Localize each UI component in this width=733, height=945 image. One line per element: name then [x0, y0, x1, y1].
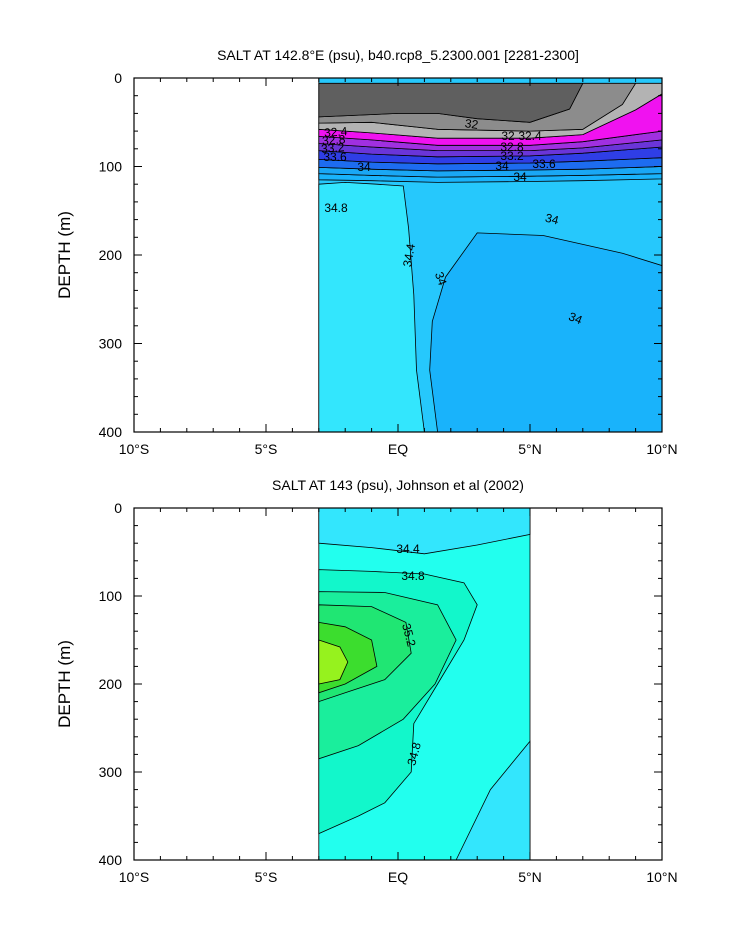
contour-label: 34 [544, 211, 561, 228]
panel-title: SALT AT 143 (psu), Johnson et al (2002) [272, 477, 524, 493]
contour-label: 35.2 [399, 622, 419, 648]
y-tick-label: 200 [99, 247, 123, 263]
x-tick-label: 5°S [255, 441, 278, 457]
x-tick-label: EQ [388, 441, 408, 457]
axes: 10°S 5°S EQ 5°N 10°N 0 100 200 300 400 [99, 500, 678, 885]
contour-label: 34.8 [401, 569, 425, 583]
y-tick-label: 300 [99, 336, 123, 352]
contour-label: 34 [357, 160, 371, 174]
x-tick-label: EQ [388, 869, 408, 885]
contour-label: 32.4 [324, 124, 349, 140]
model-panel: SALT AT 142.8°E (psu), b40.rcp8_5.2300.0… [55, 47, 678, 457]
contour-label: 34 [513, 170, 527, 184]
y-tick-label: 200 [99, 676, 123, 692]
contour-label: 34.4 [396, 542, 420, 556]
contour-region [429, 232, 663, 433]
observation-panel: SALT AT 143 (psu), Johnson et al (2002) … [55, 477, 678, 885]
y-tick-label: 100 [99, 588, 123, 604]
contour-label: 32 [501, 129, 515, 143]
contour-label: 34.8 [324, 201, 348, 215]
x-tick-label: 10°N [646, 441, 677, 457]
contour-label: 32 [464, 116, 479, 132]
y-tick-label: 300 [99, 764, 123, 780]
contour-label-layer: 34.4 34.8 35.2 34.8 [396, 542, 425, 767]
y-tick-label: 400 [99, 424, 123, 440]
contour-label: 33.6 [532, 157, 556, 171]
x-tick-label: 5°N [518, 869, 542, 885]
y-axis-title: DEPTH (m) [55, 211, 74, 299]
y-tick-label: 100 [99, 159, 123, 175]
contour-label: 34.8 [404, 741, 424, 767]
contour-label: 33.6 [323, 150, 347, 164]
panel-title: SALT AT 142.8°E (psu), b40.rcp8_5.2300.0… [217, 47, 579, 63]
contour-label: 33.2 [500, 149, 524, 163]
contour-label: 32.8 [322, 132, 347, 148]
contour-region [318, 639, 349, 685]
contour-label-layer: 32 32.4 32.8 33.2 33.6 34 34 34.8 34.4 3… [321, 116, 585, 327]
contour-region [318, 82, 584, 123]
y-tick-label: 0 [114, 500, 122, 516]
contour-fill-layer [318, 77, 663, 433]
contour-label: 32.8 [500, 140, 524, 154]
y-axis-title: DEPTH (m) [55, 640, 74, 728]
contour-label: 34 [432, 270, 450, 288]
contour-label: 34 [495, 159, 509, 173]
axes: 10°S 5°S EQ 5°N 10°N 0 100 200 300 400 [99, 70, 678, 457]
y-tick-label: 0 [114, 70, 122, 86]
contour-label: 34.4 [400, 242, 418, 268]
contour-label: 34 [567, 309, 585, 327]
x-tick-label: 10°S [119, 441, 150, 457]
contour-label: 33.2 [321, 140, 346, 156]
x-tick-label: 5°S [255, 869, 278, 885]
x-tick-label: 10°S [119, 869, 150, 885]
y-tick-label: 400 [99, 852, 123, 868]
contour-label: 32.4 [518, 129, 542, 143]
contour-fill-layer [318, 507, 531, 861]
x-tick-label: 10°N [646, 869, 677, 885]
x-tick-label: 5°N [518, 441, 542, 457]
